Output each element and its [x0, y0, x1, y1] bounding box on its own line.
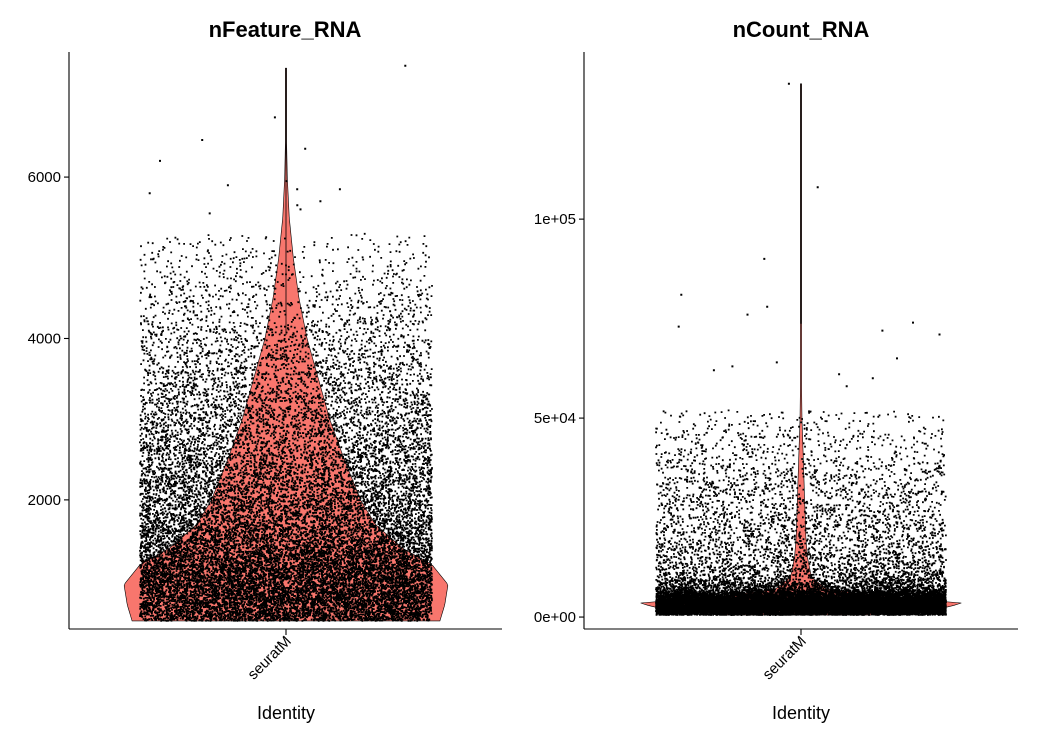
- violin-shape: [123, 67, 449, 622]
- y-ticks: 2000 4000 6000: [28, 169, 69, 509]
- violin-layer: [123, 67, 449, 622]
- violin-shape: [640, 83, 962, 616]
- x-axis-title: Identity: [257, 703, 315, 723]
- x-axis-title: Identity: [772, 703, 830, 723]
- y-tick-label: 5e+04: [534, 410, 576, 427]
- points-layer: [139, 64, 433, 622]
- y-tick-label: 6000: [28, 169, 61, 186]
- data-points: [139, 64, 433, 622]
- panel-title: nCount_RNA: [733, 17, 870, 42]
- y-tick-label: 1e+05: [534, 211, 576, 228]
- points-layer: [655, 82, 947, 617]
- y-tick-label: 0e+00: [534, 609, 576, 626]
- violin-layer: [640, 83, 962, 616]
- panel-title: nFeature_RNA: [209, 17, 362, 42]
- y-tick-label: 4000: [28, 330, 61, 347]
- y-tick-label: 2000: [28, 492, 61, 509]
- data-points: [655, 82, 947, 617]
- y-ticks: 0e+00 5e+04 1e+05: [534, 211, 584, 626]
